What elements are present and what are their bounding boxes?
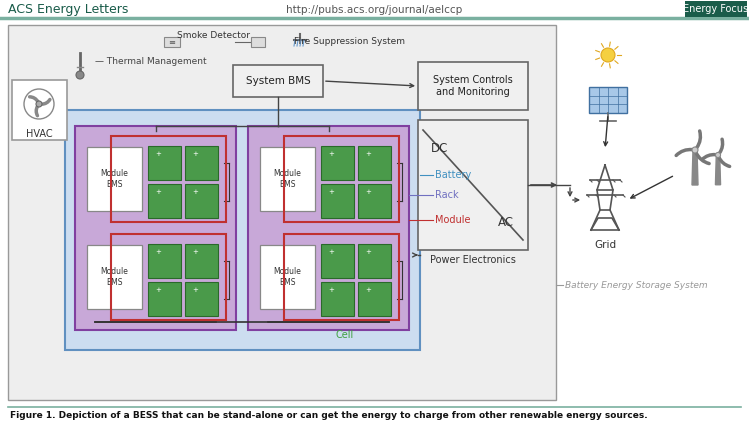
Text: +: + (365, 151, 371, 157)
Text: +: + (192, 189, 198, 195)
Text: +: + (328, 151, 334, 157)
Text: +: + (155, 151, 161, 157)
Bar (358, 184, 391, 218)
Text: +: + (155, 189, 161, 195)
Bar (321, 146, 354, 180)
Bar (185, 146, 218, 180)
Text: +: + (155, 249, 161, 255)
Bar (65, 110, 420, 350)
Bar (260, 147, 315, 212)
Text: +: + (365, 287, 371, 293)
Bar (248, 126, 409, 330)
Text: +: + (328, 189, 334, 195)
Bar (148, 184, 181, 218)
Bar (148, 282, 181, 316)
Text: ACS Energy Letters: ACS Energy Letters (8, 3, 128, 16)
Text: http://pubs.acs.org/journal/aelccp: http://pubs.acs.org/journal/aelccp (286, 5, 462, 15)
Circle shape (76, 71, 84, 79)
Text: +: + (328, 287, 334, 293)
Bar (164, 37, 180, 47)
Bar (111, 234, 226, 320)
Bar (148, 244, 181, 278)
Bar (148, 146, 181, 180)
Text: +: + (192, 151, 198, 157)
Text: Grid: Grid (594, 240, 616, 250)
Bar (589, 87, 627, 113)
Bar (321, 282, 354, 316)
Text: +: + (328, 249, 334, 255)
Text: Fire Suppression System: Fire Suppression System (294, 37, 405, 46)
Text: Power Electronics: Power Electronics (430, 255, 516, 265)
Bar (418, 62, 528, 110)
Text: +: + (365, 249, 371, 255)
Text: Energy Focus: Energy Focus (683, 4, 748, 14)
Text: Module
BMS: Module BMS (100, 169, 129, 189)
Bar (260, 245, 315, 310)
Bar (185, 184, 218, 218)
Bar (185, 244, 218, 278)
Bar (321, 184, 354, 218)
Text: Battery Energy Storage System: Battery Energy Storage System (565, 280, 708, 289)
Bar (12, 80, 67, 140)
Text: AC: AC (498, 215, 514, 228)
Bar (75, 126, 236, 330)
Text: +: + (192, 287, 198, 293)
Circle shape (715, 153, 721, 157)
Circle shape (601, 48, 615, 62)
Text: Battery: Battery (435, 170, 471, 180)
Circle shape (36, 101, 42, 107)
Bar (284, 234, 399, 320)
Text: Module
BMS: Module BMS (100, 267, 129, 287)
Text: DC: DC (431, 141, 449, 154)
Bar (685, 1, 747, 17)
Text: Module: Module (435, 215, 470, 225)
Circle shape (692, 147, 698, 153)
Polygon shape (692, 150, 698, 185)
Bar (358, 244, 391, 278)
Text: System BMS: System BMS (246, 76, 310, 86)
Bar (185, 282, 218, 316)
Text: Module
BMS: Module BMS (273, 267, 302, 287)
Text: +: + (365, 189, 371, 195)
Bar (111, 136, 226, 222)
Bar (233, 65, 323, 97)
Bar (251, 37, 265, 47)
Bar (87, 245, 142, 310)
Polygon shape (715, 155, 721, 185)
Text: +: + (155, 287, 161, 293)
Text: System Controls
and Monitoring: System Controls and Monitoring (433, 75, 513, 97)
Bar (284, 136, 399, 222)
Text: Module
BMS: Module BMS (273, 169, 302, 189)
Bar (321, 244, 354, 278)
Bar (358, 282, 391, 316)
Text: Figure 1. Depiction of a BESS that can be stand-alone or can get the energy to c: Figure 1. Depiction of a BESS that can b… (10, 412, 648, 421)
Text: Smoke Detector: Smoke Detector (177, 31, 250, 40)
Bar (87, 147, 142, 212)
Text: +: + (192, 249, 198, 255)
Bar (418, 120, 528, 250)
Text: ≡: ≡ (169, 37, 175, 46)
Bar (358, 146, 391, 180)
Text: — Thermal Management: — Thermal Management (95, 58, 207, 67)
Text: Rack: Rack (435, 190, 458, 200)
Text: HVAC: HVAC (25, 129, 52, 139)
Text: Cell: Cell (335, 330, 354, 340)
Bar (8, 25, 556, 400)
